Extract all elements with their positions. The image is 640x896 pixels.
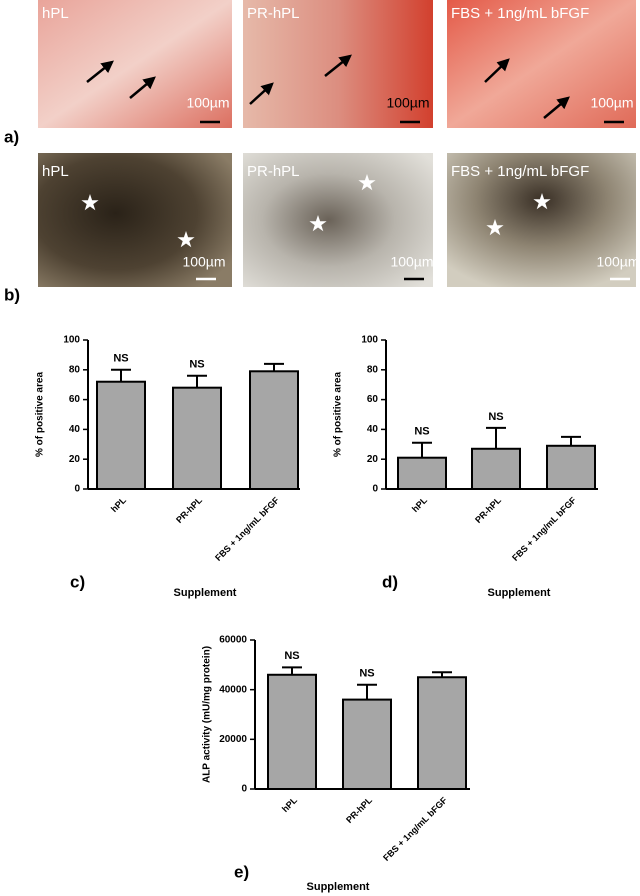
bar — [342, 698, 392, 790]
y-tick-label: 20 — [367, 454, 379, 465]
bar — [249, 370, 299, 491]
y-tick-label: 60 — [69, 394, 81, 405]
micrographs — [38, 0, 636, 287]
x-tick-label: hPL — [410, 495, 429, 514]
annotation: NS — [284, 650, 299, 662]
photo — [447, 0, 636, 128]
star — [309, 215, 327, 232]
panel-label: c) — [70, 572, 85, 591]
star — [81, 194, 99, 211]
y-tick-label: 0 — [372, 484, 378, 495]
star — [533, 193, 551, 210]
y-tick-label: 60 — [367, 394, 379, 405]
x-tick-label: hPL — [280, 795, 299, 814]
y-tick-label: 100 — [63, 335, 80, 346]
x-tick-label: FBS + 1ng/mL bFGF — [381, 795, 449, 863]
annotation: NS — [488, 411, 503, 423]
y-tick-label: 100 — [361, 335, 378, 346]
y-tick-label: 20000 — [219, 734, 247, 745]
y-tick-label: 0 — [74, 484, 80, 495]
annotation: NS — [414, 426, 429, 438]
bar — [96, 380, 146, 490]
bar — [267, 673, 317, 790]
photo-label: FBS + 1ng/mL bFGF — [451, 163, 589, 180]
scale-label: 100µm — [390, 254, 433, 270]
y-tick-label: 0 — [241, 784, 247, 795]
photo — [243, 153, 433, 287]
panel-label: b) — [4, 285, 20, 304]
bar — [471, 447, 521, 490]
y-tick-label: 20 — [69, 454, 81, 465]
photo-label: PR-hPL — [247, 163, 300, 180]
scale-label: 100µm — [590, 95, 633, 111]
scale-label: 100µm — [386, 95, 429, 111]
arrows — [86, 54, 570, 119]
x-tick-label: PR-hPL — [174, 495, 204, 525]
x-tick-label: FBS + 1ng/mL bFGF — [213, 495, 281, 563]
annotation: NS — [189, 359, 204, 371]
x-axis-label: Supplement — [174, 587, 237, 599]
bar — [397, 456, 447, 490]
star — [486, 219, 504, 236]
y-tick-label: 80 — [367, 364, 379, 375]
annotation: NS — [113, 353, 128, 365]
scale-label: 100µm — [182, 254, 225, 270]
y-tick-label: 40 — [367, 424, 379, 435]
bar — [546, 444, 596, 491]
y-axis-label: % of positive area — [333, 372, 344, 457]
stars — [81, 174, 551, 248]
photo-label: hPL — [42, 5, 69, 22]
photo-label: PR-hPL — [247, 5, 300, 22]
bar — [417, 676, 467, 790]
panel-label: e) — [234, 862, 249, 881]
photo-label: hPL — [42, 163, 69, 180]
scale-bars — [196, 120, 630, 281]
star — [358, 174, 376, 191]
scale-label: 100µm — [186, 95, 229, 111]
photo — [38, 153, 232, 287]
x-tick-label: PR-hPL — [344, 795, 374, 825]
x-tick-label: FBS + 1ng/mL bFGF — [510, 495, 578, 563]
y-axis-label: ALP activity (mU/mg protein) — [202, 646, 213, 783]
x-axis-label: Supplement — [307, 881, 370, 893]
y-tick-label: 80 — [69, 364, 81, 375]
bar — [172, 386, 222, 490]
x-tick-label: PR-hPL — [473, 495, 503, 525]
y-tick-label: 60000 — [219, 635, 247, 646]
y-tick-label: 40000 — [219, 684, 247, 695]
star — [177, 231, 195, 248]
x-axis-label: Supplement — [488, 587, 551, 599]
photo-label: FBS + 1ng/mL bFGF — [451, 5, 589, 22]
photo — [38, 0, 232, 128]
panel-label: d) — [382, 572, 398, 591]
scale-label: 100µm — [596, 254, 639, 270]
photo — [447, 153, 636, 287]
y-axis-label: % of positive area — [35, 372, 46, 457]
x-tick-label: hPL — [109, 495, 128, 514]
panel-label: a) — [4, 127, 19, 146]
y-tick-label: 40 — [69, 424, 81, 435]
annotation: NS — [359, 668, 374, 680]
